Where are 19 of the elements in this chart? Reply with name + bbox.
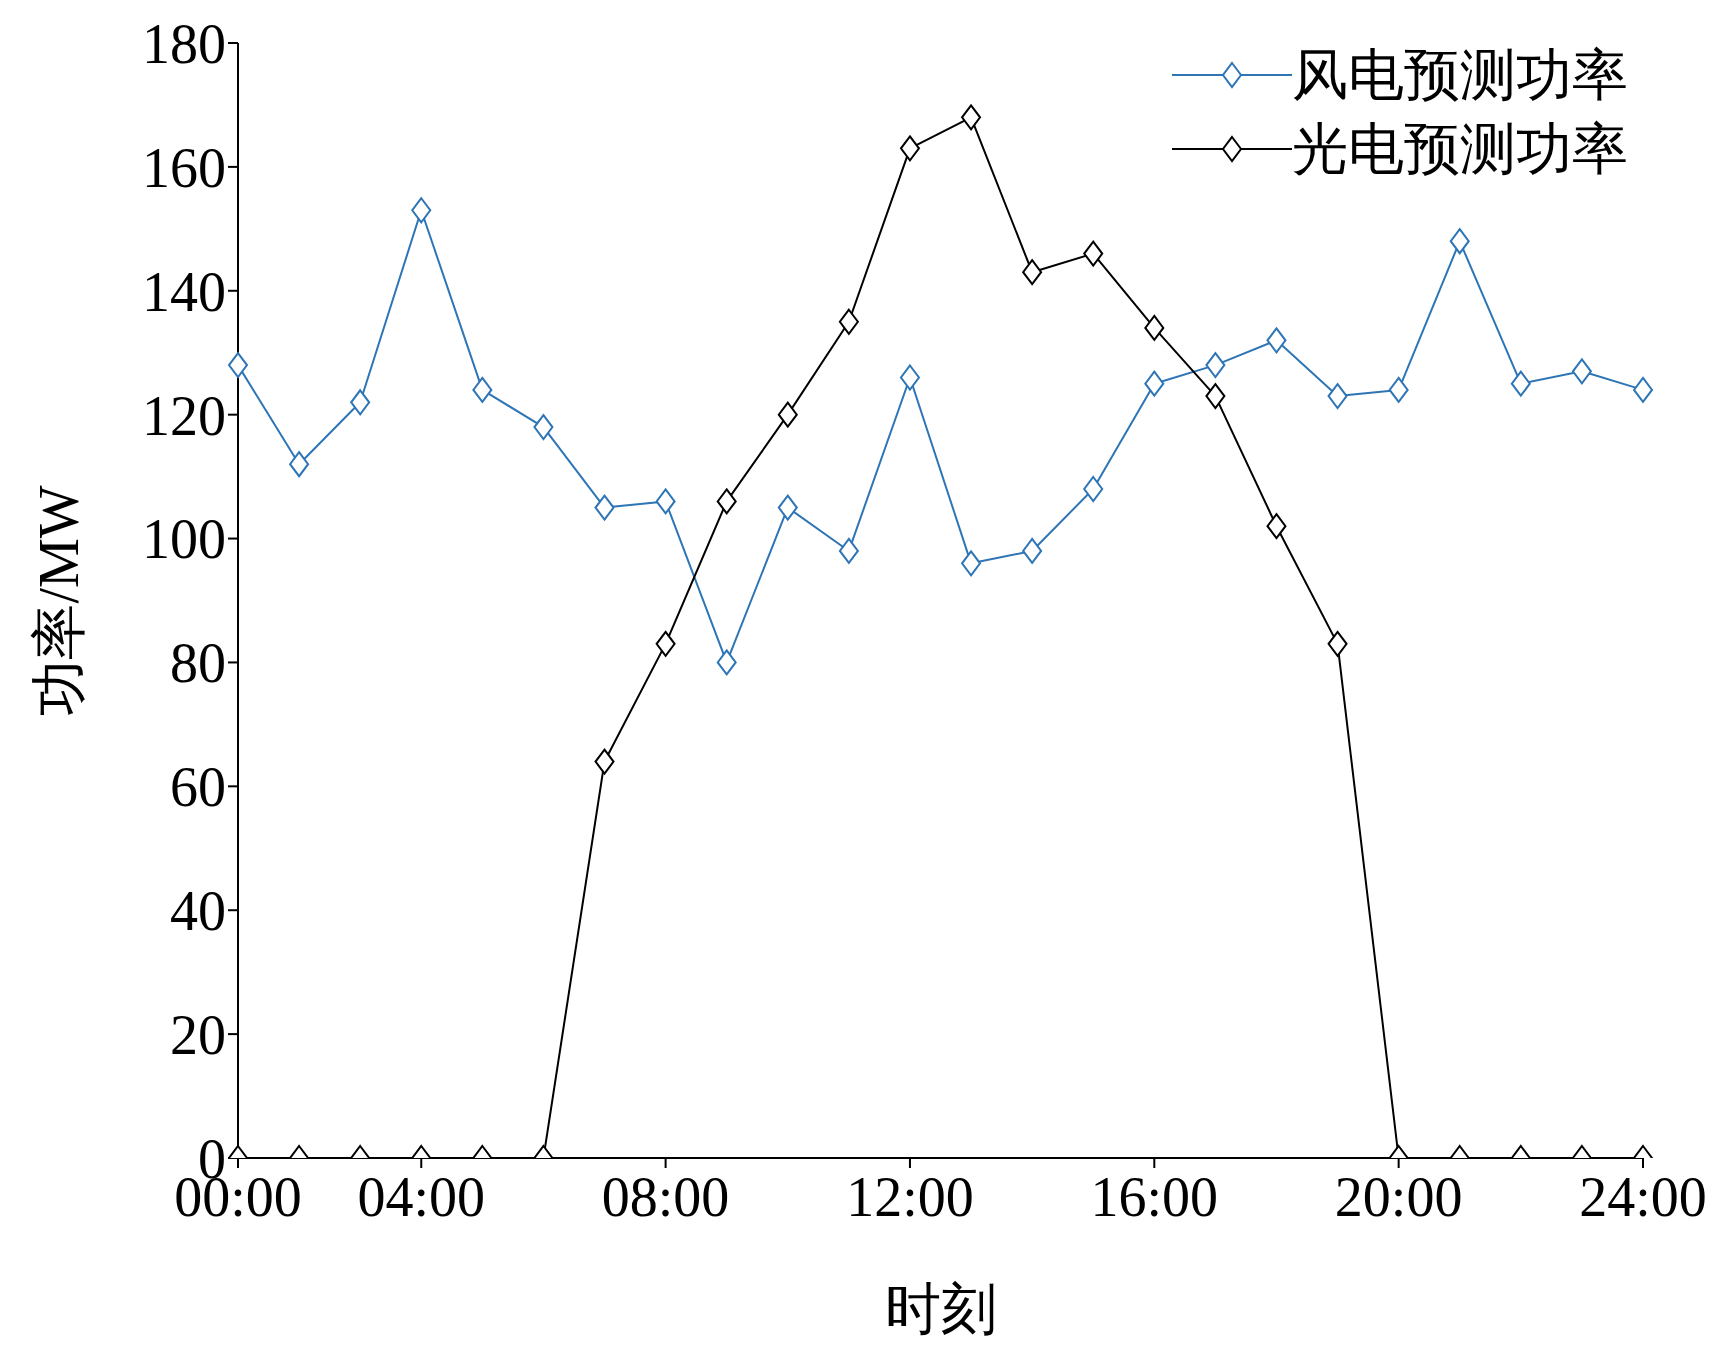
x-tick-label: 04:00 bbox=[357, 1165, 486, 1228]
legend-label: 风电预测功率 bbox=[1292, 43, 1628, 108]
y-tick-label: 160 bbox=[142, 136, 226, 199]
x-tick-label: 20:00 bbox=[1334, 1165, 1463, 1228]
x-tick-label: 08:00 bbox=[601, 1165, 730, 1228]
y-tick-label: 80 bbox=[170, 632, 226, 695]
y-axis-title: 功率/MW bbox=[27, 485, 90, 716]
y-tick-label: 180 bbox=[142, 12, 226, 75]
x-tick-label: 16:00 bbox=[1090, 1165, 1219, 1228]
y-tick-label: 100 bbox=[142, 508, 226, 571]
x-axis-title: 时刻 bbox=[884, 1278, 997, 1340]
x-tick-label: 12:00 bbox=[846, 1165, 974, 1228]
y-tick-label: 40 bbox=[170, 880, 226, 943]
y-tick-label: 60 bbox=[170, 756, 226, 819]
y-tick-label: 140 bbox=[142, 260, 226, 323]
y-tick-label: 20 bbox=[170, 1003, 226, 1066]
y-tick-label: 120 bbox=[142, 384, 226, 447]
x-tick-label: 24:00 bbox=[1579, 1165, 1707, 1228]
legend-label: 光电预测功率 bbox=[1292, 117, 1628, 182]
